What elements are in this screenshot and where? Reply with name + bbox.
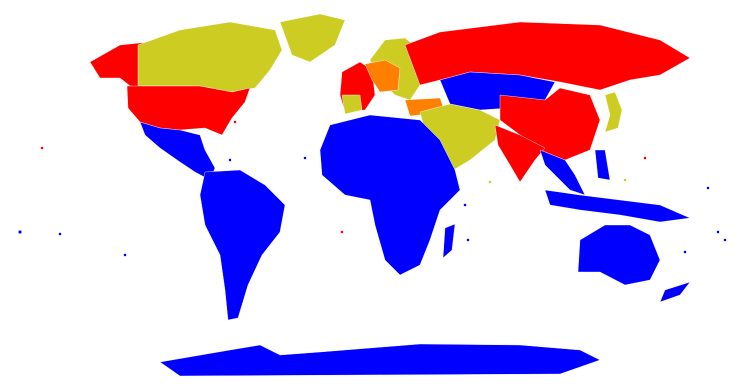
philippines [594,149,611,181]
island [723,238,727,242]
island [623,178,627,182]
central-europe [364,59,401,93]
south-america [199,169,286,321]
island [58,232,62,236]
island [18,229,23,234]
island [123,253,127,257]
island [706,186,710,190]
india [494,124,546,183]
indonesia [544,189,691,223]
madagascar [442,223,456,259]
island [488,180,492,184]
japan [604,91,623,133]
island [228,158,232,162]
island [40,146,44,150]
island [716,230,720,234]
china [499,87,601,161]
africa [319,114,461,276]
island [233,120,237,124]
australia [577,224,661,286]
island [463,203,467,207]
new-zealand [659,281,691,303]
island [683,250,687,254]
island [340,230,344,234]
southeast-asia [539,149,586,196]
iberia [341,94,363,115]
island [643,156,647,160]
antarctica [159,343,601,377]
island [466,238,470,242]
greenland [279,13,346,63]
island [303,156,307,160]
